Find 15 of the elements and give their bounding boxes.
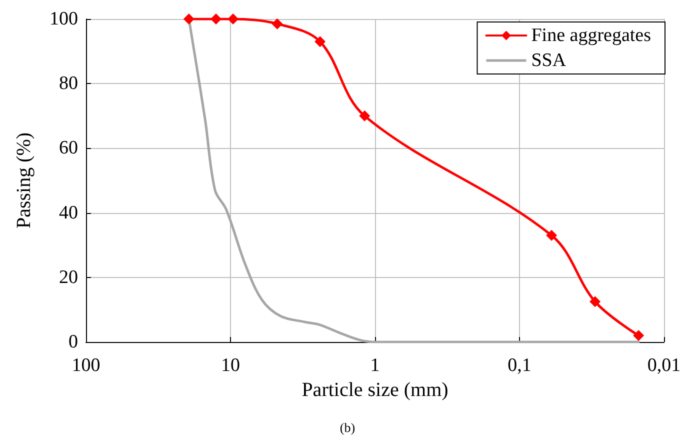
x-tick-label: 0,01 (647, 355, 681, 376)
x-tick-label: 0,1 (508, 355, 532, 376)
y-tick-label: 60 (59, 138, 78, 159)
x-tick-label: 10 (221, 355, 240, 376)
x-axis-title: Particle size (mm) (302, 378, 448, 401)
y-tick-label: 40 (59, 202, 78, 224)
y-tick-label: 0 (68, 332, 78, 352)
x-tick-label: 1 (370, 355, 380, 376)
y-tick-label: 80 (59, 73, 78, 94)
text: (b) (340, 420, 356, 435)
y-tick-label: 20 (59, 266, 78, 288)
y-tick-label: 100 (50, 8, 78, 30)
y-axis-title: Passing (%) (13, 132, 35, 229)
legend-label: SSA (531, 50, 566, 71)
legend-label: Fine aggregates (531, 25, 652, 46)
